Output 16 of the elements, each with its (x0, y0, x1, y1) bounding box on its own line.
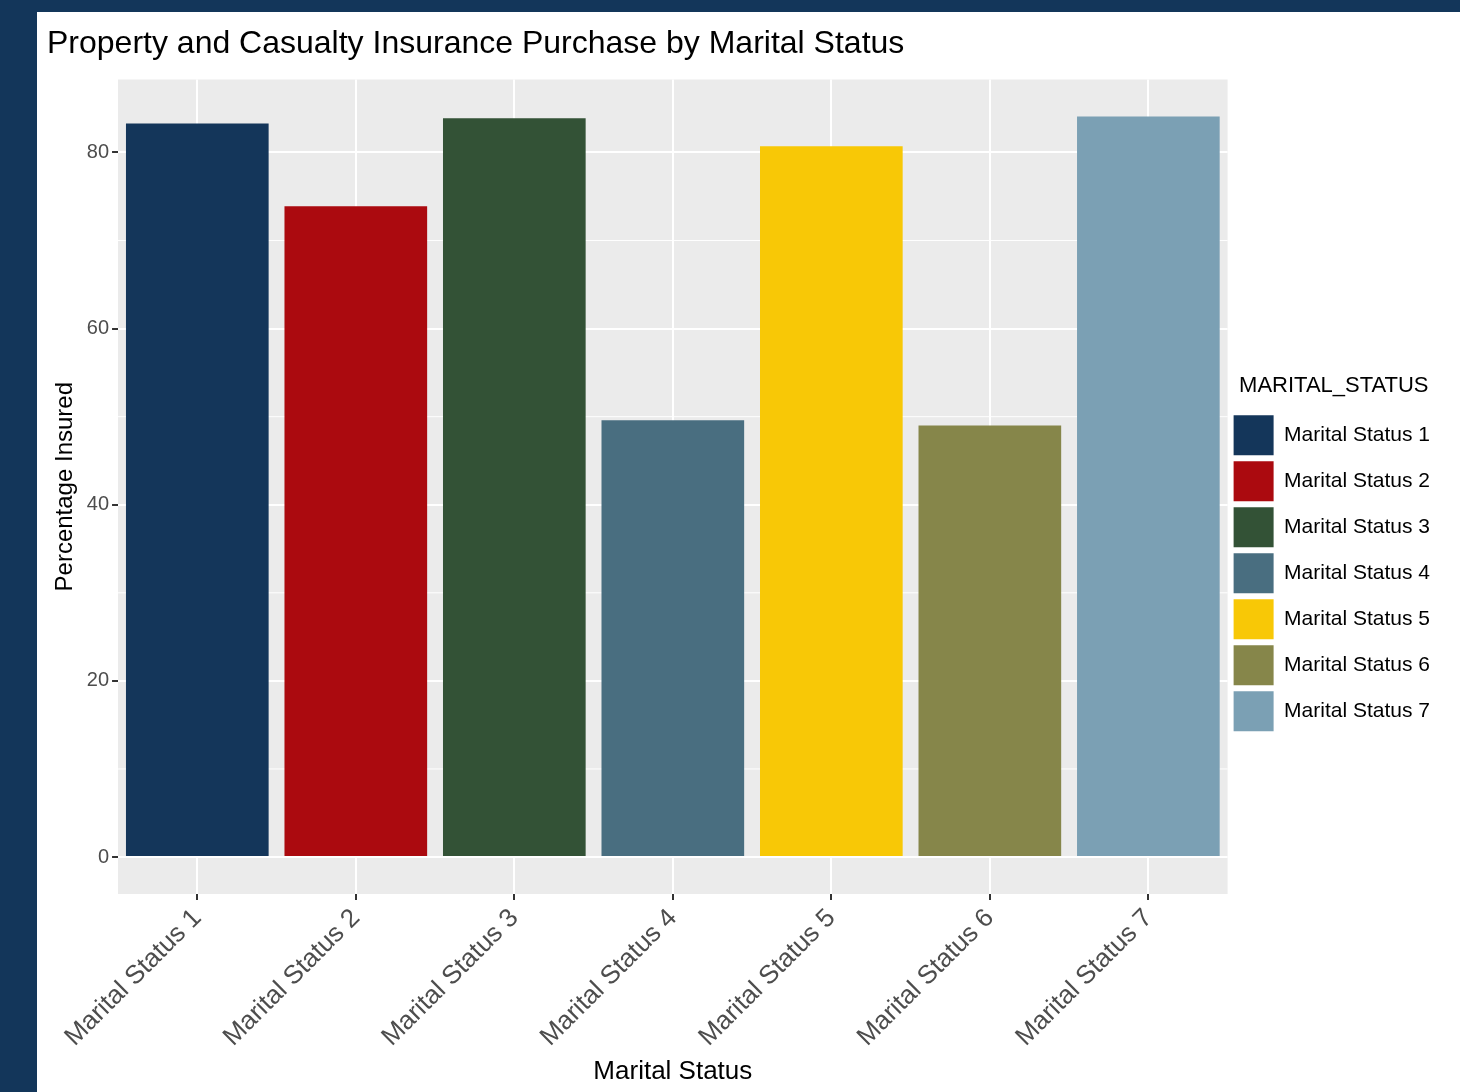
y-tick-label: 0 (97, 844, 110, 867)
legend-label: Marital Status 4 (1284, 560, 1431, 583)
y-tick-label: 60 (86, 316, 110, 339)
legend-label: Marital Status 6 (1284, 652, 1431, 675)
legend-label: Marital Status 7 (1284, 698, 1431, 721)
chart-title: Property and Casualty Insurance Purchase by Marital Status (47, 24, 905, 61)
legend-title: MARITAL_STATUS (1239, 371, 1429, 397)
legend-label: Marital Status 3 (1284, 514, 1431, 537)
legend-label: Marital Status 5 (1284, 606, 1431, 629)
y-tick-label: 20 (86, 668, 110, 691)
legend-label: Marital Status 2 (1284, 468, 1431, 491)
x-axis-title: Marital Status (593, 1054, 753, 1085)
y-tick-label: 40 (86, 492, 110, 515)
y-axis-title: Percentage Insured (50, 381, 78, 592)
legend-label: Marital Status 1 (1284, 422, 1431, 445)
y-tick-label: 80 (86, 140, 110, 163)
